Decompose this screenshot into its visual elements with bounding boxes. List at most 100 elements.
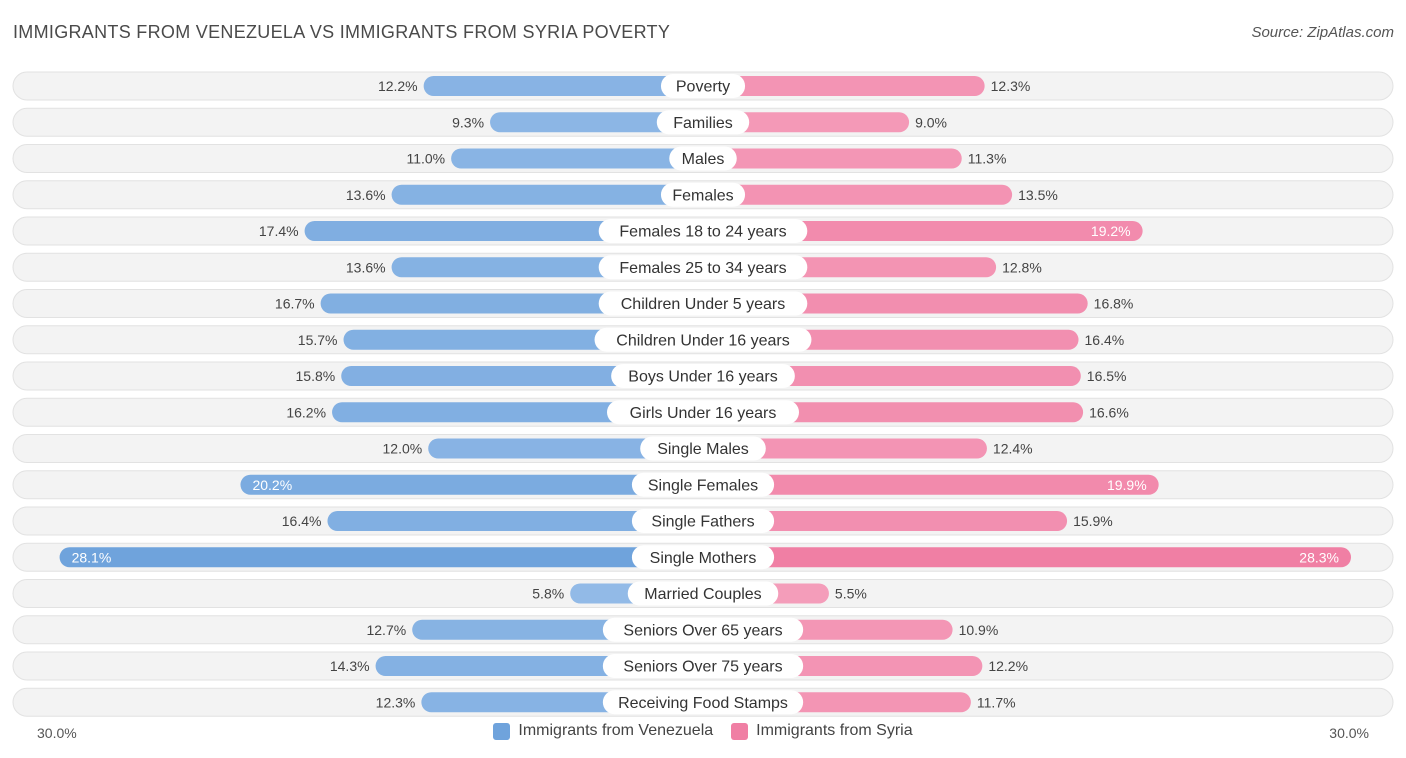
value-label-venezuela: 16.4% xyxy=(282,513,322,529)
value-label-syria: 19.2% xyxy=(1091,223,1131,239)
bar-venezuela xyxy=(451,148,703,169)
category-label: Single Males xyxy=(657,441,749,458)
value-label-venezuela: 12.3% xyxy=(376,694,416,710)
value-label-syria: 12.2% xyxy=(988,658,1028,674)
value-label-venezuela: 28.1% xyxy=(72,549,112,565)
category-pill xyxy=(640,436,766,461)
category-label: Single Fathers xyxy=(651,514,754,531)
bar-venezuela xyxy=(490,112,703,133)
value-label-venezuela: 20.2% xyxy=(252,477,292,493)
bar-venezuela xyxy=(240,474,703,495)
category-label: Married Couples xyxy=(644,586,761,603)
category-label: Females 25 to 34 years xyxy=(619,260,786,277)
value-label-venezuela: 12.2% xyxy=(378,78,418,94)
value-label-syria: 11.7% xyxy=(977,694,1016,710)
category-pill xyxy=(594,327,812,352)
category-label: Families xyxy=(673,115,733,132)
category-pill xyxy=(598,291,808,316)
value-label-venezuela: 15.8% xyxy=(296,368,336,384)
legend: Immigrants from Venezuela Immigrants fro… xyxy=(0,722,1406,740)
category-pill xyxy=(660,74,746,98)
category-pill xyxy=(631,472,775,497)
category-label: Males xyxy=(682,151,725,168)
value-label-syria: 15.9% xyxy=(1073,513,1113,529)
category-pill xyxy=(598,255,808,280)
category-label: Single Mothers xyxy=(650,550,757,567)
axis-min-label: 30.0% xyxy=(37,725,77,741)
bar-venezuela xyxy=(423,76,703,96)
category-pill xyxy=(656,110,750,135)
value-label-syria: 12.4% xyxy=(993,441,1033,457)
value-label-syria: 12.8% xyxy=(1002,259,1042,275)
category-label: Children Under 16 years xyxy=(616,332,789,349)
value-label-venezuela: 13.6% xyxy=(346,187,386,203)
bar-syria xyxy=(703,76,985,96)
bar-syria xyxy=(703,402,1084,423)
category-pill xyxy=(660,182,746,207)
category-label: Single Females xyxy=(648,477,758,494)
category-label: Poverty xyxy=(676,79,730,96)
value-label-syria: 5.5% xyxy=(835,586,867,602)
category-pill xyxy=(669,146,737,171)
legend-swatch-syria xyxy=(731,722,749,740)
bar-syria xyxy=(703,148,962,169)
bar-syria xyxy=(703,438,987,459)
category-pill xyxy=(602,617,804,642)
value-label-syria: 11.3% xyxy=(968,151,1007,167)
legend-item-syria[interactable]: Immigrants from Syria xyxy=(731,722,913,740)
bar-venezuela xyxy=(428,438,703,459)
bar-syria xyxy=(703,511,1068,531)
value-label-venezuela: 16.2% xyxy=(286,404,326,420)
value-label-syria: 19.9% xyxy=(1107,477,1147,493)
legend-label-venezuela: Immigrants from Venezuela xyxy=(518,722,714,739)
category-pill xyxy=(598,219,808,243)
value-label-syria: 9.0% xyxy=(915,114,947,130)
value-label-venezuela: 14.3% xyxy=(330,658,370,674)
category-label: Receiving Food Stamps xyxy=(618,695,788,712)
value-label-venezuela: 15.7% xyxy=(298,332,338,348)
value-label-syria: 10.9% xyxy=(959,622,999,638)
value-label-venezuela: 12.0% xyxy=(383,441,423,457)
value-label-syria: 13.5% xyxy=(1018,187,1058,203)
bar-syria xyxy=(703,474,1159,495)
category-label: Seniors Over 65 years xyxy=(623,622,782,639)
value-label-venezuela: 16.7% xyxy=(275,296,315,312)
category-label: Boys Under 16 years xyxy=(628,369,777,386)
value-label-venezuela: 11.0% xyxy=(406,151,445,167)
bar-syria xyxy=(703,366,1081,386)
category-label: Seniors Over 75 years xyxy=(623,659,782,676)
value-label-venezuela: 13.6% xyxy=(346,259,386,275)
category-label: Females 18 to 24 years xyxy=(619,224,786,241)
category-pill xyxy=(602,654,804,678)
category-pill xyxy=(631,509,775,533)
category-pill xyxy=(607,400,799,425)
bar-venezuela xyxy=(391,184,703,205)
value-label-syria: 16.4% xyxy=(1085,332,1125,348)
category-pill xyxy=(627,581,779,606)
source-label: Source: ZipAtlas.com xyxy=(1251,24,1394,41)
value-label-venezuela: 12.7% xyxy=(366,622,406,638)
value-label-syria: 16.5% xyxy=(1087,368,1127,384)
category-label: Children Under 5 years xyxy=(621,296,786,313)
value-label-syria: 16.6% xyxy=(1089,404,1129,420)
bar-venezuela xyxy=(327,511,703,531)
axis-max-label: 30.0% xyxy=(1329,725,1369,741)
value-label-syria: 28.3% xyxy=(1299,549,1339,565)
bar-syria xyxy=(703,221,1143,241)
legend-label-syria: Immigrants from Syria xyxy=(756,722,913,739)
value-label-syria: 12.3% xyxy=(991,78,1031,94)
category-pill xyxy=(631,545,775,570)
category-pill xyxy=(611,364,795,388)
value-label-venezuela: 9.3% xyxy=(452,114,484,130)
value-label-venezuela: 5.8% xyxy=(532,586,564,602)
category-label: Females xyxy=(672,187,733,204)
chart-title: IMMIGRANTS FROM VENEZUELA VS IMMIGRANTS … xyxy=(13,22,671,42)
value-label-venezuela: 17.4% xyxy=(259,223,299,239)
bar-syria xyxy=(703,547,1351,568)
bar-venezuela xyxy=(59,547,703,568)
legend-item-venezuela[interactable]: Immigrants from Venezuela xyxy=(493,722,713,740)
value-label-syria: 16.8% xyxy=(1094,296,1134,312)
category-pill xyxy=(602,690,804,715)
bar-syria xyxy=(703,112,910,133)
